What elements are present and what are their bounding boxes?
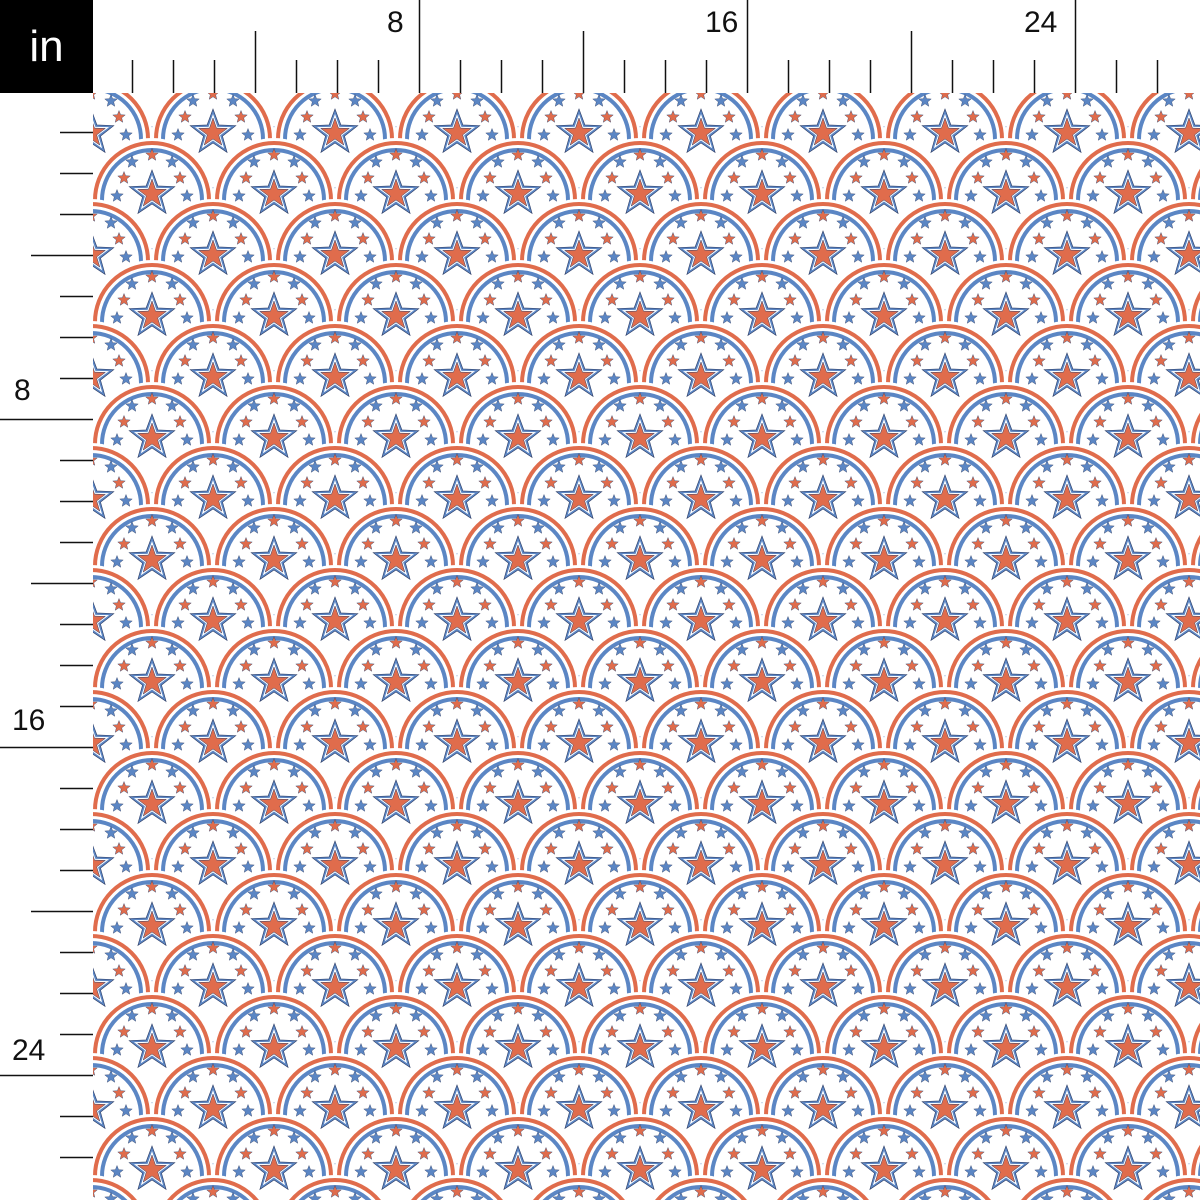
left-label-24: 24 xyxy=(12,1034,46,1067)
top-label-16: 16 xyxy=(705,6,739,39)
left-label-8: 8 xyxy=(14,374,31,407)
fabric-pattern xyxy=(93,93,1200,1200)
top-label-8: 8 xyxy=(387,6,404,39)
star-scale-pattern xyxy=(93,93,1200,1200)
top-ruler xyxy=(131,0,1159,93)
top-label-24: 24 xyxy=(1024,6,1058,39)
unit-label: in xyxy=(0,0,93,93)
left-label-16: 16 xyxy=(12,704,46,737)
left-ruler xyxy=(0,131,93,1159)
